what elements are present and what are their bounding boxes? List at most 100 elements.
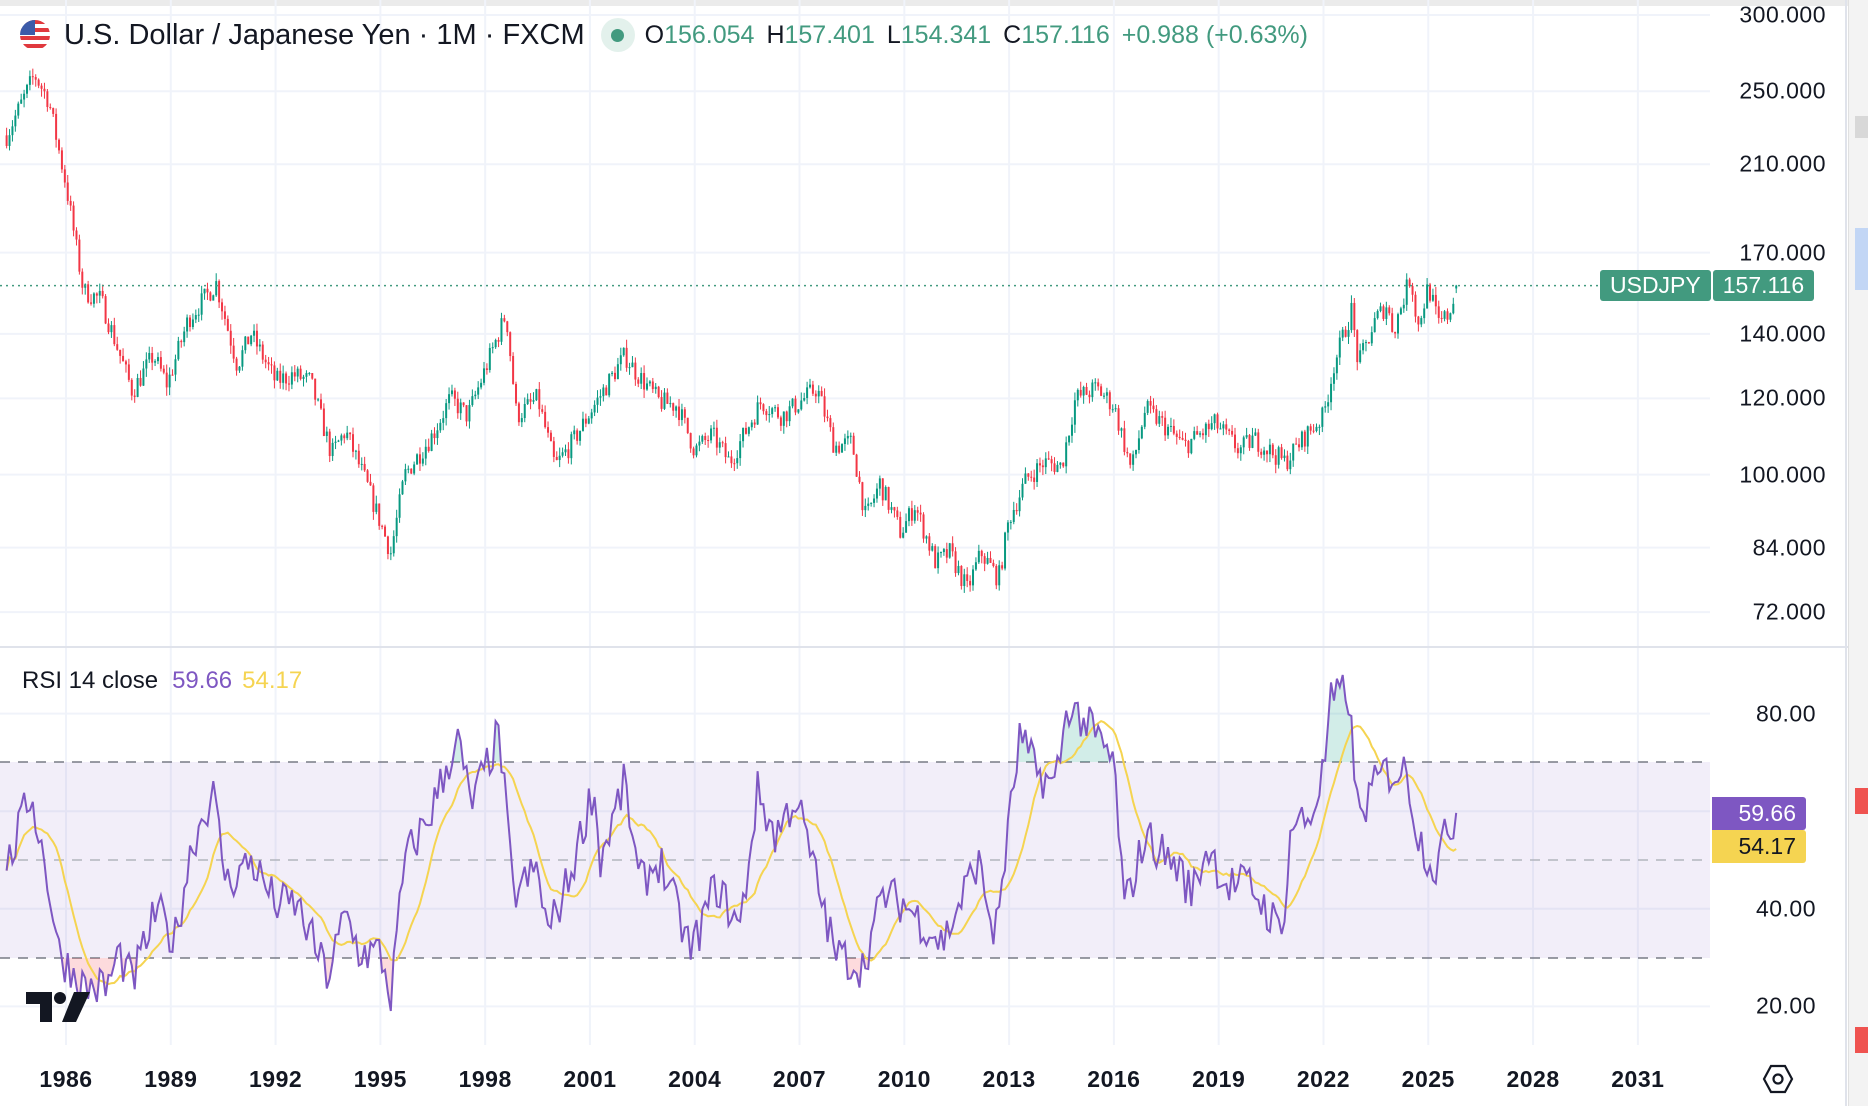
candle-body — [17, 103, 20, 116]
candle-body — [712, 427, 715, 429]
candle-body — [352, 434, 355, 452]
time-axis-label: 1995 — [353, 1066, 407, 1092]
candle-body — [328, 431, 331, 457]
candle-body — [1417, 316, 1420, 325]
candle-body — [366, 470, 369, 482]
candle-body — [1004, 532, 1007, 569]
rsi-ma-line — [5, 719, 1457, 986]
candle-body — [1274, 455, 1277, 465]
candle-body — [311, 373, 314, 379]
candle-body — [1108, 392, 1111, 410]
candle-body — [1123, 428, 1126, 452]
candle-body — [1431, 294, 1434, 301]
candle-body — [1242, 437, 1245, 448]
candle-body — [174, 359, 177, 375]
us-flag-icon — [20, 20, 50, 50]
candle-body — [1327, 402, 1330, 407]
candle-body — [221, 302, 224, 312]
candle-body — [319, 399, 322, 409]
candle-body — [529, 399, 532, 402]
candle-body — [171, 374, 174, 376]
candle-body — [1169, 425, 1172, 427]
candle-body — [963, 574, 966, 586]
candle-body — [1001, 565, 1004, 569]
time-axis-label: 2001 — [563, 1066, 617, 1092]
candle-body — [817, 390, 820, 397]
candle-body — [442, 418, 445, 423]
time-axis-label: 2028 — [1506, 1066, 1560, 1092]
rsi-legend[interactable]: RSI 14 close 59.66 54.17 — [22, 667, 302, 695]
candle-body — [599, 396, 602, 398]
candle-body — [552, 441, 555, 457]
candle-body — [654, 386, 657, 390]
candle-body — [1111, 409, 1114, 411]
candle-body — [416, 454, 419, 465]
candle-body — [922, 514, 925, 539]
candle-body — [218, 281, 221, 303]
candle-body — [829, 418, 832, 428]
candle-body — [1225, 424, 1228, 430]
candle-body — [966, 574, 969, 581]
candle-body — [506, 321, 509, 333]
candle-body — [1167, 426, 1170, 436]
candle-body — [1207, 423, 1210, 430]
candle-body — [177, 340, 180, 360]
candle-body — [1062, 462, 1065, 467]
candle-body — [695, 445, 698, 456]
candle-body — [1405, 279, 1408, 305]
market-open-status-icon[interactable] — [600, 18, 635, 52]
candle-body — [407, 468, 410, 470]
candle-body — [5, 135, 8, 146]
candle-body — [608, 374, 611, 396]
candle-body — [523, 403, 526, 419]
candle-body — [631, 362, 634, 368]
price-axis-label: 100.000 — [1739, 461, 1826, 488]
tradingview-logo[interactable] — [26, 990, 92, 1024]
candle-body — [491, 347, 494, 349]
candle-body — [1181, 438, 1184, 440]
alert-marker[interactable] — [1855, 1027, 1868, 1053]
candle-body — [145, 359, 148, 369]
candle-body — [92, 293, 95, 304]
candle-body — [811, 384, 814, 394]
candle-body — [803, 398, 806, 401]
candle-body — [776, 407, 779, 418]
candle-body — [558, 455, 561, 460]
candle-body — [1344, 329, 1347, 337]
candle-body — [826, 416, 829, 419]
candle-body — [1356, 330, 1359, 363]
candle-body — [843, 438, 846, 445]
candle-body — [453, 390, 456, 399]
candle-body — [736, 458, 739, 464]
candle-body — [413, 464, 416, 474]
candle-body — [893, 507, 896, 511]
candle-body — [398, 494, 401, 518]
candle-body — [919, 512, 922, 515]
candle-body — [1184, 439, 1187, 441]
highlight-marker[interactable] — [1855, 228, 1868, 290]
candle-body — [835, 445, 838, 453]
candle-body — [1367, 342, 1370, 344]
candle-body — [881, 478, 884, 501]
candle-body — [980, 550, 983, 557]
candle-body — [526, 399, 529, 404]
candle-body — [1068, 435, 1071, 443]
candle-body — [1455, 285, 1458, 289]
settings-icon[interactable] — [1762, 1064, 1794, 1094]
candle-body — [1015, 509, 1018, 512]
candle-body — [290, 372, 293, 385]
candle-body — [613, 372, 616, 380]
candle-body — [1364, 342, 1367, 344]
candle-body — [34, 77, 37, 80]
candle-body — [270, 364, 273, 366]
candle-body — [983, 556, 986, 564]
candle-body — [637, 379, 640, 384]
rsi-value: 59.66 — [172, 667, 233, 694]
symbol-title[interactable]: U.S. Dollar / Japanese Yen · 1M · FXCM — [64, 18, 585, 51]
scroll-marker[interactable] — [1855, 116, 1868, 138]
rsi-indicator-name[interactable]: RSI 14 close — [22, 667, 159, 694]
alert-marker[interactable] — [1855, 788, 1868, 814]
candle-body — [765, 411, 768, 416]
candle-body — [925, 536, 928, 539]
